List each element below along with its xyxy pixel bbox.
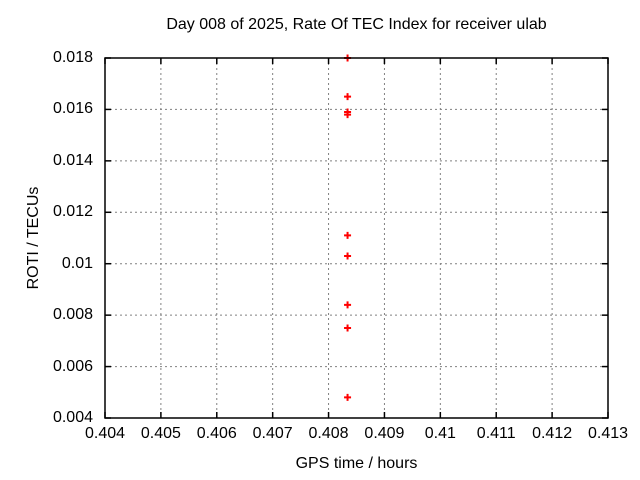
x-tick-label: 0.411	[476, 425, 516, 442]
data-point-marker	[344, 231, 352, 239]
data-point-marker	[344, 324, 352, 332]
y-tick-label: 0.008	[52, 306, 93, 324]
y-tick-label: 0.016	[52, 100, 93, 118]
x-tick-label: 0.404	[84, 425, 126, 442]
y-tick-label: 0.004	[52, 409, 93, 426]
plot-border	[104, 57, 609, 419]
y-tick-label: 0.014	[52, 151, 93, 169]
x-tick-label: 0.405	[140, 425, 181, 442]
x-axis-label: GPS time / hours	[295, 455, 418, 472]
y-tick-label: 0.01	[61, 254, 93, 272]
data-point-marker	[344, 301, 352, 309]
x-tick-label: 0.412	[532, 425, 573, 442]
y-tick-label: 0.012	[52, 203, 93, 221]
x-tick-label: 0.407	[252, 425, 293, 442]
x-tick-label: 0.406	[196, 425, 237, 442]
x-tick-label: 0.413	[587, 425, 629, 442]
data-point-marker	[344, 252, 352, 260]
x-tick-label: 0.408	[308, 425, 349, 442]
y-tick-label: 0.006	[52, 357, 93, 375]
x-tick-label: 0.409	[364, 425, 405, 442]
data-point-marker	[344, 111, 352, 119]
data-point-marker	[344, 393, 352, 401]
y-tick-label: 0.018	[52, 49, 93, 66]
x-tick-label: 0.41	[424, 425, 456, 442]
data-point-marker	[344, 93, 352, 101]
chart-title: Day 008 of 2025, Rate Of TEC Index for r…	[166, 16, 547, 33]
